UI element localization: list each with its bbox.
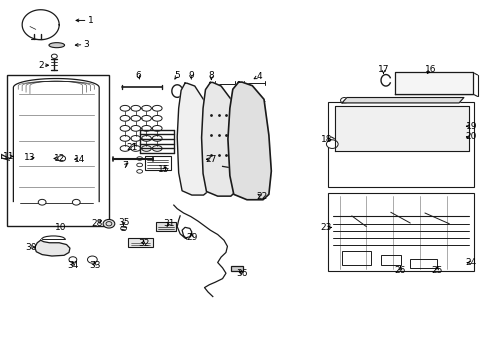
Bar	[328, 193, 473, 271]
Text: 33: 33	[89, 261, 101, 270]
Text: 23: 23	[320, 223, 331, 232]
Bar	[328, 102, 473, 187]
Text: 29: 29	[186, 233, 197, 242]
Text: 27: 27	[205, 155, 217, 164]
Text: 26: 26	[394, 266, 406, 275]
Text: 32: 32	[138, 239, 149, 248]
Circle shape	[103, 220, 115, 228]
Circle shape	[326, 140, 337, 148]
Text: 30: 30	[25, 243, 37, 252]
Text: 14: 14	[74, 155, 85, 164]
Text: 31: 31	[163, 219, 174, 228]
Text: 9: 9	[187, 71, 193, 80]
Text: 21: 21	[126, 143, 138, 152]
Text: 28: 28	[91, 219, 102, 228]
Bar	[380, 255, 400, 265]
Circle shape	[38, 199, 46, 205]
Circle shape	[72, 199, 80, 205]
Bar	[230, 266, 243, 271]
Bar	[156, 222, 176, 231]
Polygon shape	[227, 82, 271, 200]
Text: 18: 18	[320, 135, 331, 144]
Text: 36: 36	[236, 269, 247, 278]
Bar	[409, 259, 436, 268]
Polygon shape	[341, 98, 463, 103]
Text: 13: 13	[24, 153, 36, 162]
Polygon shape	[201, 82, 237, 196]
Text: 25: 25	[430, 266, 442, 275]
Text: 2: 2	[38, 61, 43, 70]
Text: 17: 17	[377, 65, 388, 74]
Text: 34: 34	[67, 261, 79, 270]
Text: 24: 24	[465, 258, 476, 267]
Text: 7: 7	[122, 161, 128, 170]
Text: 16: 16	[424, 65, 436, 74]
Text: 1: 1	[88, 16, 94, 25]
Text: 19: 19	[465, 122, 476, 131]
Bar	[128, 238, 153, 247]
Polygon shape	[35, 240, 70, 256]
Text: 3: 3	[83, 40, 89, 49]
Polygon shape	[177, 83, 209, 195]
Text: 6: 6	[135, 71, 141, 80]
Polygon shape	[22, 10, 59, 40]
Text: 15: 15	[158, 166, 169, 175]
Text: 20: 20	[465, 132, 476, 141]
Text: 8: 8	[208, 71, 214, 80]
Text: 12: 12	[53, 154, 65, 163]
Bar	[341, 251, 370, 265]
Polygon shape	[394, 72, 472, 94]
Text: 35: 35	[118, 218, 129, 227]
Polygon shape	[334, 107, 468, 150]
Text: 4: 4	[256, 72, 262, 81]
Polygon shape	[13, 78, 99, 202]
Bar	[144, 156, 171, 170]
Text: 5: 5	[174, 71, 180, 80]
Text: 22: 22	[255, 192, 266, 201]
Text: 10: 10	[55, 223, 66, 232]
Ellipse shape	[49, 42, 64, 48]
Bar	[6, 75, 109, 226]
Text: 11: 11	[3, 152, 15, 161]
